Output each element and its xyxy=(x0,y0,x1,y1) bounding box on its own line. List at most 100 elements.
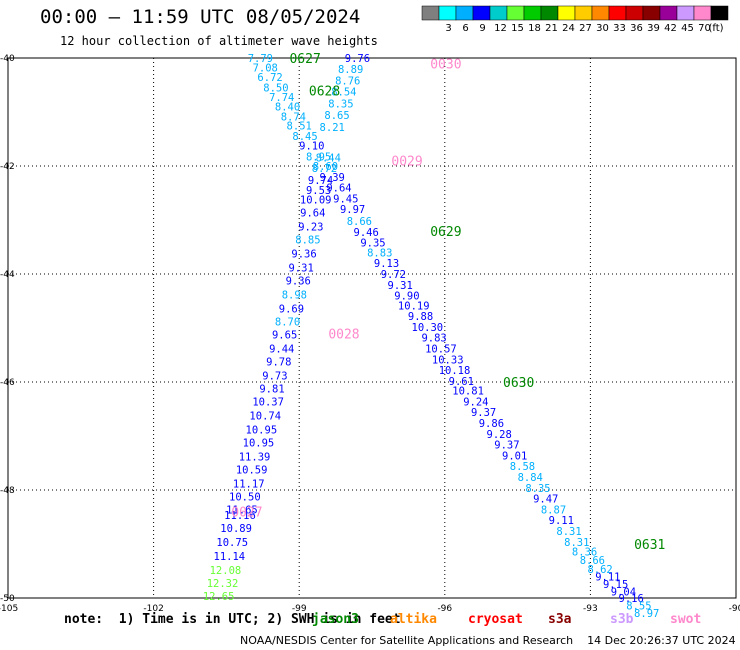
swh-data-label: 12.65 xyxy=(203,591,235,603)
swh-data-label: 8.36 xyxy=(572,547,597,559)
swh-data-label: 9.31 xyxy=(388,280,413,292)
swh-data-label: 9.69 xyxy=(279,304,304,316)
colorbar-swatch xyxy=(574,5,593,21)
swh-data-label: 11.16 xyxy=(224,510,256,522)
swh-data-label: 9.37 xyxy=(494,440,519,452)
footer-note: note: 1) Time is in UTC; 2) SWH is in fe… xyxy=(64,612,401,627)
swh-data-label: 9.78 xyxy=(266,356,291,368)
swh-data-label: 8.55 xyxy=(626,601,651,613)
swh-data-label: 8.62 xyxy=(587,564,612,576)
colorbar-tick-label: 18 xyxy=(528,23,541,34)
x-tick-label: -102 xyxy=(143,604,163,614)
swh-data-label: 10.95 xyxy=(246,425,278,437)
colorbar-tick-label: 6 xyxy=(462,23,468,34)
swh-data-label: 10.09 xyxy=(300,194,332,206)
swh-data-label: 9.24 xyxy=(463,396,488,408)
swh-data-label: 7.74 xyxy=(269,92,294,104)
swh-data-label: 8.31 xyxy=(564,537,589,549)
colorbar-tick-label: 15 xyxy=(511,23,524,34)
swh-data-label: 8.97 xyxy=(634,608,659,620)
swh-data-label: 10.75 xyxy=(216,537,248,549)
y-tick-label: -40 xyxy=(0,54,15,64)
colorbar-swatch xyxy=(523,5,542,21)
pass-time-label: 0027 xyxy=(231,506,262,521)
swh-data-label: 9.86 xyxy=(479,418,504,430)
colorbar-swatch xyxy=(557,5,576,21)
x-tick-label: -99 xyxy=(292,604,307,614)
x-tick-label: -90 xyxy=(729,604,740,614)
colorbar-tick-label: 21 xyxy=(545,23,558,34)
swh-data-label: 12.08 xyxy=(210,565,242,577)
colorbar-swatch xyxy=(540,5,559,21)
swh-data-label: 9.36 xyxy=(286,275,311,287)
swh-data-label: 9.81 xyxy=(259,383,284,395)
swh-data-label: 11.65 xyxy=(226,504,258,516)
swh-data-label: 8.44 xyxy=(316,152,341,164)
colorbar-tick-label: 9 xyxy=(479,23,485,34)
colorbar-swatch xyxy=(489,5,508,21)
colorbar-tick-label: 70 xyxy=(698,23,711,34)
y-tick-label: -50 xyxy=(0,594,15,604)
colorbar-tick-label: 45 xyxy=(681,23,694,34)
satellite-legend-s3a: s3a xyxy=(548,612,572,627)
swh-data-label: 10.57 xyxy=(425,344,457,356)
x-tick-label: -93 xyxy=(583,604,598,614)
swh-data-label: 8.83 xyxy=(367,247,392,259)
swh-data-label: 8.74 xyxy=(281,111,306,123)
swh-data-label: 9.83 xyxy=(421,333,446,345)
swh-data-label: 8.31 xyxy=(556,526,581,538)
footer-credit: NOAA/NESDIS Center for Satellite Applica… xyxy=(240,634,736,647)
colorbar-swatch xyxy=(659,5,678,21)
colorbar-tick-label: 3 xyxy=(445,23,451,34)
swh-data-label: 9.61 xyxy=(449,376,474,388)
colorbar-swatch xyxy=(472,5,491,21)
pass-time-label: 0030 xyxy=(430,57,461,72)
swh-data-label: 9.10 xyxy=(299,140,324,152)
swh-data-label: 8.66 xyxy=(580,555,605,567)
swh-data-label: 8.35 xyxy=(525,483,550,495)
swh-data-label: 8.70 xyxy=(275,317,300,329)
swh-data-label: 7.79 xyxy=(248,53,273,65)
swh-data-label: 9.16 xyxy=(619,593,644,605)
swh-data-label: 11.17 xyxy=(233,479,265,491)
swh-data-label: 9.39 xyxy=(320,172,345,184)
grid-lines xyxy=(8,58,736,598)
swh-data-label: 8.89 xyxy=(338,64,363,76)
colorbar-swatch xyxy=(693,5,712,21)
swh-data-label: 9.76 xyxy=(345,53,370,65)
chart-title: 00:00 – 11:59 UTC 08/05/2024 xyxy=(40,6,361,28)
colorbar-swatch xyxy=(506,5,525,21)
swh-data-label: 9.47 xyxy=(533,494,558,506)
y-tick-label: -48 xyxy=(0,486,15,496)
y-tick-label: -42 xyxy=(0,162,15,172)
swh-data-label: 10.74 xyxy=(249,410,281,422)
swh-data-label: 9.72 xyxy=(381,269,406,281)
swh-data-label: 8.51 xyxy=(287,121,312,133)
swh-data-label: 10.18 xyxy=(439,365,471,377)
swh-data-label: 10.30 xyxy=(412,322,444,334)
swh-data-label: 6.72 xyxy=(257,72,282,84)
colorbar-swatch xyxy=(642,5,661,21)
swh-data-label: 8.54 xyxy=(331,86,356,98)
pass-time-label: 0029 xyxy=(391,155,422,170)
satellite-legend-cryosat: cryosat xyxy=(468,612,523,627)
colorbar-swatch xyxy=(438,5,457,21)
swh-data-label: 8.65 xyxy=(324,110,349,122)
swh-data-label: 9.13 xyxy=(374,258,399,270)
colorbar-swatch xyxy=(421,5,440,21)
swh-data-label: 8.98 xyxy=(282,290,307,302)
swh-data-label: 10.37 xyxy=(252,396,284,408)
swh-data-label: 8.60 xyxy=(313,161,338,173)
swh-data-label: 10.95 xyxy=(243,437,275,449)
swh-data-label: 8.50 xyxy=(263,83,288,95)
swh-data-label: 8.45 xyxy=(292,131,317,143)
swh-data-label: 9.23 xyxy=(298,221,323,233)
swh-data-label: 8.40 xyxy=(275,102,300,114)
swh-data-label: 9.15 xyxy=(603,579,628,591)
satellite-legend-s3b: s3b xyxy=(610,612,634,627)
swh-data-label: 9.01 xyxy=(502,450,527,462)
colorbar-tick-label: 27 xyxy=(579,23,592,34)
colorbar-swatch xyxy=(676,5,695,21)
colorbar-tick-label: 39 xyxy=(647,23,660,34)
swh-data-label: 8.95 xyxy=(306,151,331,163)
